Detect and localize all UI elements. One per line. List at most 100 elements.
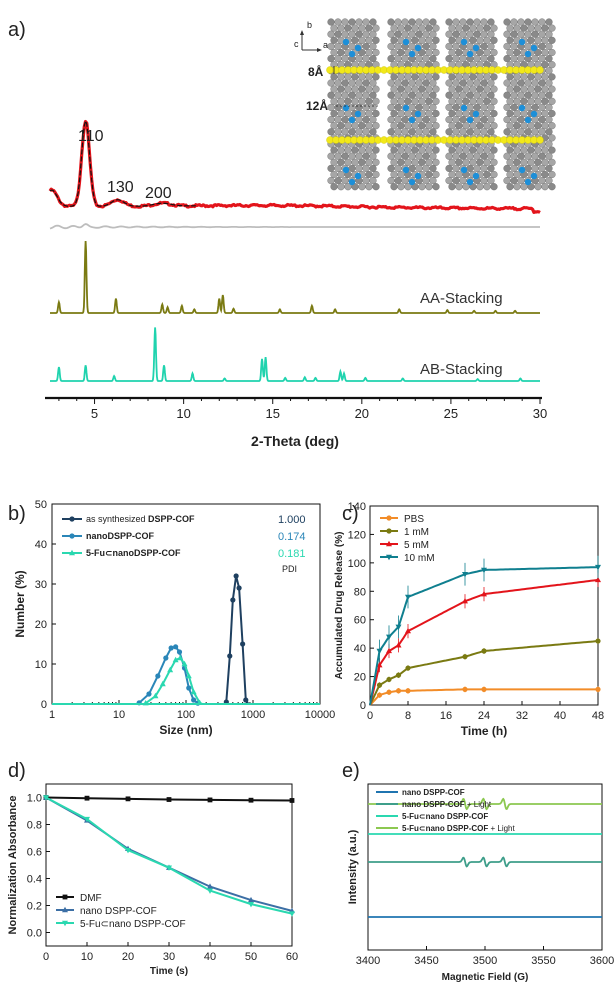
axis-a-label: a — [323, 40, 328, 50]
c-series-point — [376, 648, 383, 655]
b-legend-label-1: nanoDSPP-COF — [86, 531, 155, 541]
d-series-point — [248, 797, 254, 803]
dimension-12A: 12Å — [306, 98, 328, 113]
b-legend-label-2: 5-Fu⊂nanoDSPP-COF — [86, 548, 181, 558]
c-x-tick-label: 16 — [440, 710, 452, 722]
b-series-line-0 — [225, 575, 250, 705]
panel-label-a: a) — [8, 19, 26, 41]
c-series-point — [376, 682, 383, 688]
b-legend-marker — [69, 533, 75, 539]
ab-stacking-line — [50, 327, 540, 382]
c-y-tick-label: 100 — [348, 558, 366, 570]
b-series-point — [176, 649, 183, 655]
c-legend-label-1: 1 mM — [404, 527, 429, 538]
panel-c-chart: 0 20 40 60 80 100 120 140 0 8 16 24 32 40 48 Time (h) Ac… — [334, 501, 604, 738]
b-x-tick-label: 10000 — [305, 709, 336, 721]
d-legend-marker — [62, 906, 68, 913]
c-series-point — [395, 688, 402, 694]
d-x-axis-title: Time (s) — [150, 966, 188, 977]
e-legend-label-0: nano DSPP-COF — [402, 788, 465, 797]
b-series-point — [152, 692, 159, 699]
b-x-tick-label: 1 — [49, 709, 55, 721]
b-pdi-label: PDI — [282, 564, 297, 574]
c-series-point — [386, 647, 392, 654]
c-series-point — [376, 692, 383, 698]
d-x-tick-label: 20 — [122, 951, 134, 963]
c-series-point — [462, 654, 468, 660]
b-series-point — [243, 697, 249, 703]
d-series-point — [84, 795, 90, 801]
c-series-point — [481, 686, 487, 692]
e-series-line-3 — [368, 797, 602, 811]
e-x-tick-label: 3400 — [356, 955, 380, 967]
b-legend-label-0: as synthesized DSPP-COF — [86, 514, 195, 524]
c-series-point — [595, 564, 601, 571]
c-series-point — [395, 672, 402, 678]
d-series-point — [166, 797, 172, 802]
e-x-tick-label: 3500 — [473, 955, 497, 967]
c-series-point — [405, 665, 411, 671]
a-x-tick-label: 5 — [91, 406, 98, 421]
c-series-point — [595, 576, 601, 583]
c-x-tick-label: 24 — [478, 710, 490, 722]
b-series-point — [167, 666, 174, 673]
panel-a-chart: AA-Stacking AB-Stacking 110 130 200 5 10 15 20 25… — [45, 118, 547, 449]
b-y-tick-label: 10 — [35, 659, 47, 671]
d-x-tick-label: 30 — [163, 951, 175, 963]
b-y-tick-label: 40 — [35, 539, 47, 551]
d-legend-marker — [62, 920, 68, 927]
c-legend-label-3: 10 mM — [404, 553, 435, 564]
c-legend-marker — [386, 554, 392, 561]
panel-b-chart: 0 10 20 30 40 50 1 10 100 1000 10000 Size (nm) Numbe… — [13, 499, 335, 737]
a-x-axis-title: 2-Theta (deg) — [251, 433, 339, 449]
panel-e-chart: 3400 3450 3500 3550 3600 Magnetic Field (G) In… — [347, 783, 614, 983]
c-series-point — [386, 689, 392, 695]
b-series-point — [177, 654, 184, 661]
d-series-point — [289, 911, 295, 917]
d-series-point — [207, 888, 213, 894]
c-legend-marker — [386, 515, 392, 521]
c-x-tick-label: 48 — [592, 710, 604, 722]
c-y-tick-label: 0 — [360, 700, 366, 712]
c-series-point — [386, 634, 392, 640]
e-legend-label-2: 5-Fu⊂nano DSPP-COF — [402, 812, 488, 821]
a-x-tick-label: 25 — [444, 406, 458, 421]
d-y-tick-label: 0.4 — [27, 874, 42, 886]
b-series-point — [146, 691, 152, 697]
panel-label-d: d) — [8, 760, 26, 782]
d-series-point — [207, 883, 213, 889]
dimension-8A: 8Å — [308, 64, 324, 79]
peak-label-130: 130 — [107, 179, 134, 196]
c-series-point — [595, 686, 601, 692]
c-series-point — [595, 638, 601, 644]
d-x-tick-label: 10 — [81, 951, 93, 963]
pxrd-difference-line — [49, 223, 540, 230]
d-x-tick-label: 50 — [245, 951, 257, 963]
b-series-point — [163, 655, 169, 661]
d-series-point — [84, 816, 90, 823]
c-y-tick-label: 20 — [354, 672, 366, 684]
c-series-point — [405, 627, 411, 634]
d-legend-marker — [62, 894, 68, 900]
e-legend-label-3: 5-Fu⊂nano DSPP-COF + Light — [402, 824, 516, 833]
b-series-point — [185, 672, 192, 679]
b-y-tick-label: 0 — [41, 699, 47, 711]
c-series-point — [405, 688, 411, 694]
peak-label-200: 200 — [145, 185, 172, 202]
b-legend-marker — [69, 549, 75, 556]
d-x-tick-label: 40 — [204, 951, 216, 963]
b-series-point — [159, 680, 166, 687]
c-y-tick-label: 40 — [354, 643, 366, 655]
e-series-line-1 — [368, 856, 602, 868]
b-y-tick-label: 20 — [35, 619, 47, 631]
c-series-point — [462, 572, 468, 578]
c-x-tick-label: 0 — [367, 710, 373, 722]
c-legend-marker — [386, 540, 392, 547]
d-legend-label-0: DMF — [80, 893, 102, 904]
b-series-point — [181, 660, 188, 667]
b-x-tick-label: 1000 — [241, 709, 265, 721]
c-y-tick-label: 140 — [348, 501, 366, 513]
c-x-tick-label: 8 — [405, 710, 411, 722]
d-series-point — [166, 865, 172, 871]
